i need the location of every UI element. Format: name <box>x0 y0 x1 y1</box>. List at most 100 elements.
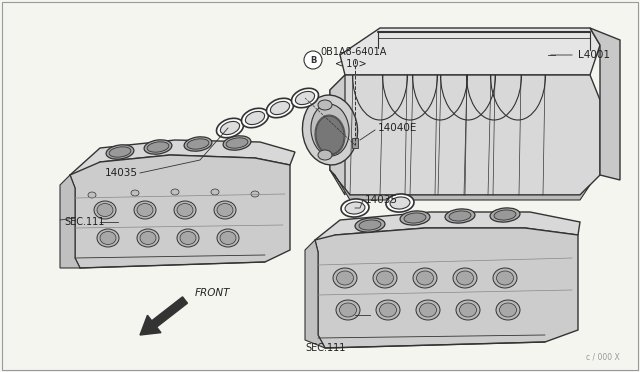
Ellipse shape <box>245 111 264 125</box>
Ellipse shape <box>88 192 96 198</box>
Polygon shape <box>590 28 620 180</box>
Text: 14040E: 14040E <box>378 123 417 133</box>
Ellipse shape <box>216 118 243 138</box>
Polygon shape <box>305 240 325 348</box>
Polygon shape <box>70 140 295 188</box>
Ellipse shape <box>400 211 430 225</box>
Ellipse shape <box>318 150 332 160</box>
Ellipse shape <box>137 229 159 247</box>
Polygon shape <box>70 155 290 268</box>
Ellipse shape <box>220 121 239 135</box>
Text: < 10>: < 10> <box>335 59 367 69</box>
Ellipse shape <box>251 191 259 197</box>
Ellipse shape <box>217 203 233 217</box>
Ellipse shape <box>270 102 290 115</box>
Ellipse shape <box>144 140 172 154</box>
Text: 14035: 14035 <box>105 168 138 178</box>
Ellipse shape <box>449 211 471 221</box>
Polygon shape <box>315 228 578 348</box>
Ellipse shape <box>97 203 113 217</box>
Ellipse shape <box>413 268 437 288</box>
Ellipse shape <box>493 268 517 288</box>
Ellipse shape <box>453 268 477 288</box>
Ellipse shape <box>419 303 436 317</box>
Text: B: B <box>310 55 316 64</box>
Ellipse shape <box>311 104 349 156</box>
Ellipse shape <box>460 303 477 317</box>
Ellipse shape <box>496 300 520 320</box>
Ellipse shape <box>140 231 156 244</box>
Polygon shape <box>315 212 580 252</box>
Ellipse shape <box>339 303 356 317</box>
Ellipse shape <box>180 231 196 244</box>
Text: SEC.111: SEC.111 <box>305 343 346 353</box>
Ellipse shape <box>355 218 385 232</box>
Ellipse shape <box>490 208 520 222</box>
Ellipse shape <box>494 210 516 220</box>
Polygon shape <box>60 175 80 268</box>
Ellipse shape <box>106 145 134 159</box>
Text: 14035: 14035 <box>365 195 398 205</box>
Ellipse shape <box>177 203 193 217</box>
Ellipse shape <box>214 201 236 219</box>
Ellipse shape <box>171 189 179 195</box>
Ellipse shape <box>376 300 400 320</box>
Ellipse shape <box>296 92 315 105</box>
Ellipse shape <box>404 213 426 223</box>
Ellipse shape <box>336 300 360 320</box>
Ellipse shape <box>416 300 440 320</box>
Ellipse shape <box>341 199 369 217</box>
Ellipse shape <box>217 229 239 247</box>
Ellipse shape <box>386 194 414 212</box>
Ellipse shape <box>184 137 212 151</box>
Ellipse shape <box>223 136 251 150</box>
Ellipse shape <box>445 209 475 223</box>
Ellipse shape <box>337 271 353 285</box>
Ellipse shape <box>266 98 294 118</box>
Polygon shape <box>340 28 600 75</box>
Ellipse shape <box>226 138 248 148</box>
Ellipse shape <box>499 303 516 317</box>
Ellipse shape <box>303 95 358 165</box>
Ellipse shape <box>134 201 156 219</box>
Ellipse shape <box>187 139 209 149</box>
Ellipse shape <box>380 303 397 317</box>
FancyArrow shape <box>140 297 188 335</box>
Text: L4001: L4001 <box>578 50 610 60</box>
Ellipse shape <box>316 116 344 154</box>
Ellipse shape <box>220 231 236 244</box>
Ellipse shape <box>456 300 480 320</box>
Ellipse shape <box>315 115 345 155</box>
Polygon shape <box>352 138 358 148</box>
Ellipse shape <box>318 100 332 110</box>
Text: FRONT: FRONT <box>195 288 230 298</box>
Ellipse shape <box>97 229 119 247</box>
Ellipse shape <box>147 142 169 152</box>
Ellipse shape <box>417 271 433 285</box>
Ellipse shape <box>376 271 394 285</box>
Polygon shape <box>330 75 345 195</box>
Ellipse shape <box>390 197 410 209</box>
Ellipse shape <box>456 271 474 285</box>
Text: c / 000 X: c / 000 X <box>586 353 620 362</box>
Circle shape <box>304 51 322 69</box>
Ellipse shape <box>497 271 513 285</box>
Text: 0B1A8-6401A: 0B1A8-6401A <box>320 47 387 57</box>
Polygon shape <box>330 75 600 195</box>
Ellipse shape <box>174 201 196 219</box>
Polygon shape <box>330 170 590 200</box>
Ellipse shape <box>333 268 357 288</box>
Ellipse shape <box>359 220 381 230</box>
Ellipse shape <box>241 108 269 128</box>
Ellipse shape <box>109 147 131 157</box>
Ellipse shape <box>131 190 139 196</box>
Ellipse shape <box>177 229 199 247</box>
Ellipse shape <box>137 203 153 217</box>
Ellipse shape <box>100 231 116 244</box>
Ellipse shape <box>291 88 319 108</box>
Ellipse shape <box>94 201 116 219</box>
Ellipse shape <box>373 268 397 288</box>
Ellipse shape <box>345 202 365 214</box>
Text: SEC.111: SEC.111 <box>64 217 104 227</box>
Ellipse shape <box>211 189 219 195</box>
